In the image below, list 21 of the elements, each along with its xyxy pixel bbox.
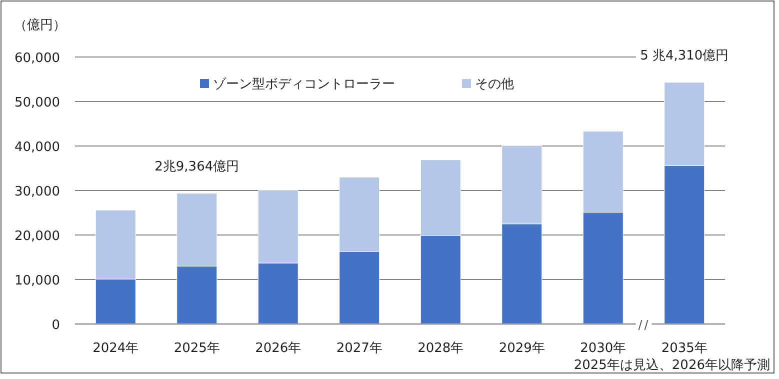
y-tick-label: 40,000 xyxy=(14,140,60,155)
annotation: 2兆9,364億円 xyxy=(154,159,240,174)
x-tick-label: 2028年 xyxy=(418,341,464,356)
annotation: 5 兆4,310億円 xyxy=(640,48,729,64)
y-tick-label: 10,000 xyxy=(14,274,60,288)
x-tick-label: 2035年 xyxy=(661,341,708,356)
y-tick-label: 20,000 xyxy=(14,229,60,244)
x-tick-label: 2024年 xyxy=(92,341,139,356)
x-tick-label: 2025年 xyxy=(174,341,220,356)
text: 2025年は見込、2026年以降予測 xyxy=(574,358,770,373)
legend-label: その他 xyxy=(475,77,514,92)
y-tick-label: 30,000 xyxy=(14,184,60,200)
x-tick-label: 2030年 xyxy=(580,341,626,356)
x-tick-label: 2029年 xyxy=(498,341,545,356)
y-tick-label: 0 xyxy=(52,318,60,333)
x-tick-label: 2027年 xyxy=(336,341,382,356)
y-tick-label: 50,000 xyxy=(14,96,60,110)
y-tick-label: 60,000 xyxy=(14,51,60,66)
x-tick-label: 2026年 xyxy=(255,341,302,356)
y-axis-title: （億円） xyxy=(14,18,66,33)
legend-label: ゾーン型ボディコントローラー xyxy=(213,77,395,92)
